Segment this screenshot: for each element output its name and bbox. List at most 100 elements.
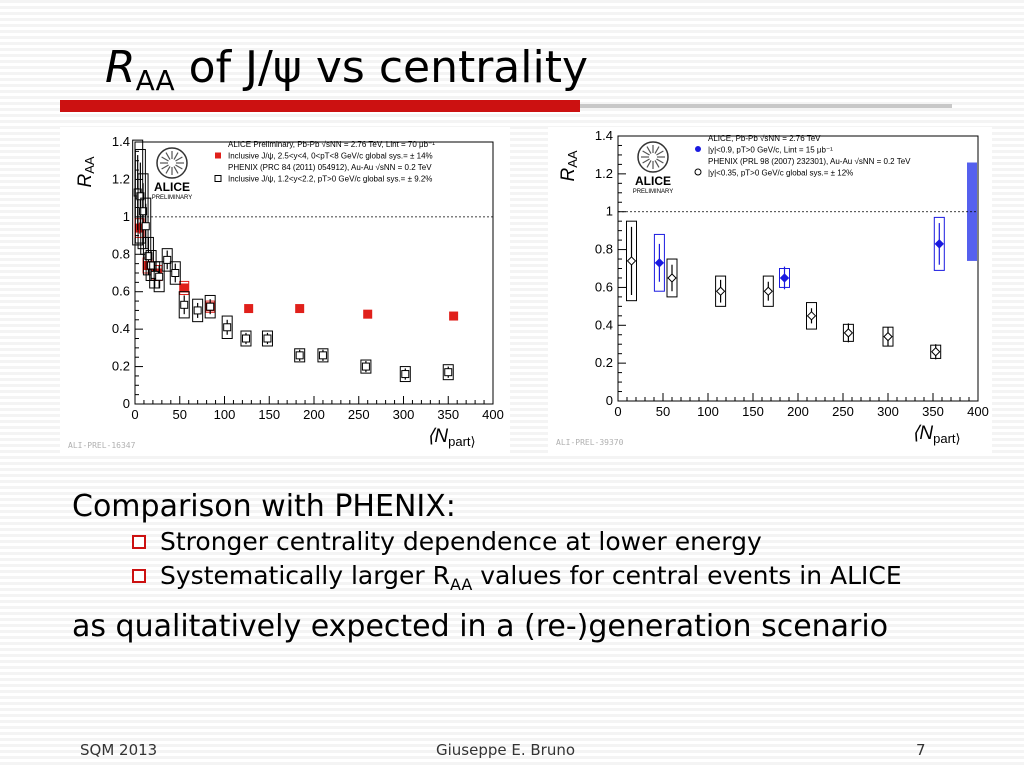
sys-box [715, 275, 727, 307]
x-tick-label: 400 [967, 404, 989, 419]
alice-logo-ray [175, 164, 183, 170]
bullet-text-2-post: values for central events in ALICE [472, 561, 902, 590]
sys-box [626, 220, 637, 302]
legend-marker [214, 175, 222, 182]
x-tick-label: 200 [303, 407, 325, 422]
data-point [843, 328, 854, 338]
x-tick-label: 100 [214, 407, 236, 422]
title-rest: of J/ψ vs centrality [174, 42, 589, 93]
data-point [244, 304, 254, 314]
sys-box [762, 275, 774, 307]
y-tick-label: 0.6 [112, 284, 130, 299]
data-point [934, 239, 945, 249]
x-tick-label: 150 [742, 404, 764, 419]
sys-box [399, 366, 411, 383]
x-tick-label: 0 [614, 404, 621, 419]
y-tick-label: 0.8 [112, 246, 130, 261]
data-point [171, 269, 180, 277]
y-tick-label: 1.4 [112, 134, 130, 149]
data-point [806, 311, 817, 321]
y-axis-label: RAA [558, 150, 580, 181]
sys-box [666, 258, 678, 298]
data-point [144, 252, 153, 261]
sys-box [653, 233, 665, 292]
y-tick-label: 1.2 [112, 171, 130, 186]
alice-logo-ray [654, 160, 660, 168]
alice-logo-icon [637, 141, 669, 173]
legend-text: |y|<0.35, pT>0 GeV/c global sys.= ± 12% [708, 169, 853, 178]
data-point [626, 256, 637, 266]
y-tick-label: 0.8 [595, 242, 613, 257]
sys-box [933, 216, 945, 271]
x-tick-label: 50 [173, 407, 187, 422]
footer-conference: SQM 2013 [80, 741, 158, 759]
slide-title: RAA of J/ψ vs centrality [105, 38, 588, 98]
footer-page-number: 7 [916, 741, 926, 759]
legend-marker [695, 146, 701, 152]
sys-box [317, 348, 329, 363]
sys-box [360, 359, 372, 374]
bullet-text-2-sub: AA [449, 575, 473, 594]
x-tick-label: 200 [787, 404, 809, 419]
alice-logo-ray [175, 156, 183, 162]
sys-box [442, 364, 454, 381]
y-tick-label: 0.2 [112, 359, 130, 374]
alice-logo-icon [156, 147, 188, 179]
sys-box [169, 261, 181, 285]
data-point [667, 273, 677, 283]
alice-logo-ray [165, 166, 171, 174]
legend-text: PHENIX (PRC 84 (2011) 054912), Au-Au √sN… [228, 163, 432, 172]
y-tick-label: 0.6 [595, 279, 613, 294]
sys-box [240, 330, 252, 347]
slide-body: Comparison with PHENIX: Stronger central… [72, 490, 972, 647]
data-point [147, 261, 156, 270]
sys-box [294, 348, 306, 363]
alice-logo-ray [161, 164, 169, 170]
alice-logo-ray [173, 166, 179, 174]
alice-logo-ray [173, 152, 179, 160]
title-rule-accent [60, 100, 580, 112]
alice-logo-text: ALICE [154, 180, 190, 194]
data-point [363, 309, 373, 319]
alice-logo-ray [646, 160, 652, 168]
sys-box [204, 294, 216, 319]
y-tick-label: 0.4 [112, 321, 130, 336]
sys-box [806, 302, 817, 330]
data-point [193, 306, 202, 315]
title-r: R [105, 42, 136, 93]
data-point [295, 304, 305, 314]
plot-watermark: ALI-PREL-16347 [68, 441, 136, 450]
y-tick-label: 0 [123, 396, 130, 411]
x-tick-label: 150 [258, 407, 280, 422]
alice-logo-ray [165, 152, 171, 160]
body-line-scenario: as qualitatively expected in a (re-)gene… [72, 609, 889, 644]
sys-box [178, 291, 190, 319]
alice-logo-text: ALICE [635, 174, 671, 188]
x-tick-label: 100 [697, 404, 719, 419]
y-tick-label: 1.4 [595, 128, 613, 143]
data-point [930, 347, 941, 357]
alice-logo-ray [656, 150, 664, 156]
bullet-text-2-pre: Systematically larger R [160, 561, 450, 590]
alice-logo-ray [642, 150, 650, 156]
data-point [883, 331, 893, 342]
title-rule-gray [580, 104, 952, 108]
bullet-item-1: Stronger centrality dependence at lower … [72, 527, 972, 557]
x-tick-label: 250 [348, 407, 370, 422]
x-tick-label: 350 [437, 407, 459, 422]
sys-box [192, 298, 204, 323]
x-tick-label: 400 [482, 407, 504, 422]
data-point [141, 222, 150, 231]
x-tick-label: 0 [131, 407, 138, 422]
data-point [715, 286, 726, 296]
y-tick-label: 1 [606, 204, 613, 219]
bullet-box-icon [132, 569, 146, 583]
data-point [180, 300, 189, 309]
data-point [263, 334, 272, 343]
x-axis-label: ⟨Npart⟩ [427, 426, 476, 449]
data-point [654, 258, 665, 268]
y-tick-label: 1 [123, 209, 130, 224]
bullet-item-2: Systematically larger RAA values for cen… [72, 561, 972, 600]
x-axis-label: ⟨Npart⟩ [912, 423, 961, 446]
y-tick-label: 0.4 [595, 317, 613, 332]
